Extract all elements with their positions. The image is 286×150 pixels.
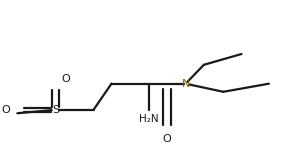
Text: O: O bbox=[1, 105, 10, 115]
Text: S: S bbox=[52, 105, 59, 115]
Text: O: O bbox=[162, 134, 171, 144]
Text: N: N bbox=[181, 79, 190, 89]
Text: H₂N: H₂N bbox=[139, 114, 158, 124]
Text: O: O bbox=[61, 75, 70, 84]
